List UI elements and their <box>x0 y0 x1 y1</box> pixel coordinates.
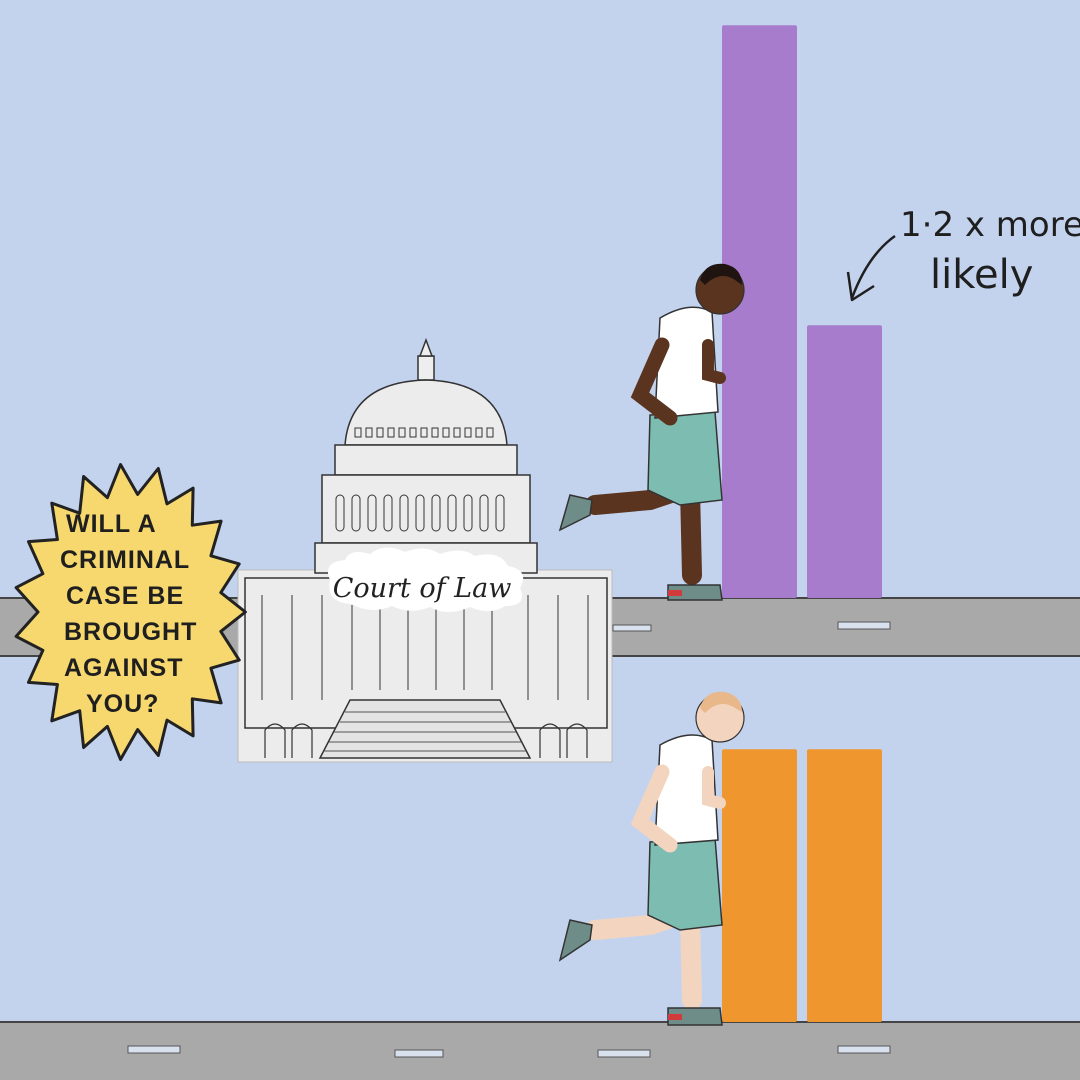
bar-bottom-1 <box>722 749 797 1022</box>
road-bottom <box>0 1021 1080 1080</box>
annotation-line-2: likely <box>930 252 1033 298</box>
badge-line-3: CASE BE <box>66 582 184 610</box>
courthouse-building <box>237 337 613 763</box>
bars-top <box>722 25 882 599</box>
badge-line-2: CRIMINAL <box>60 546 190 574</box>
annotation-line-1: 1·2 x more <box>900 205 1080 245</box>
runner-bottom <box>558 691 745 1026</box>
question-badge: WILL A CRIMINAL CASE BE BROUGHT AGAINST … <box>14 463 247 761</box>
annotation: 1·2 x more likely <box>846 205 1080 302</box>
bar-bottom-2 <box>807 749 882 1022</box>
bar-top-1 <box>722 25 797 599</box>
badge-line-1: WILL A <box>66 510 157 538</box>
badge-line-6: YOU? <box>86 690 159 718</box>
badge-line-5: AGAINST <box>64 654 184 682</box>
annotation-arrow <box>850 234 896 299</box>
bar-top-2 <box>807 325 882 598</box>
courthouse-label: Court of Law <box>333 573 512 604</box>
runner-top <box>558 263 745 601</box>
bars-bottom <box>722 749 882 1022</box>
badge-line-4: BROUGHT <box>64 618 197 646</box>
